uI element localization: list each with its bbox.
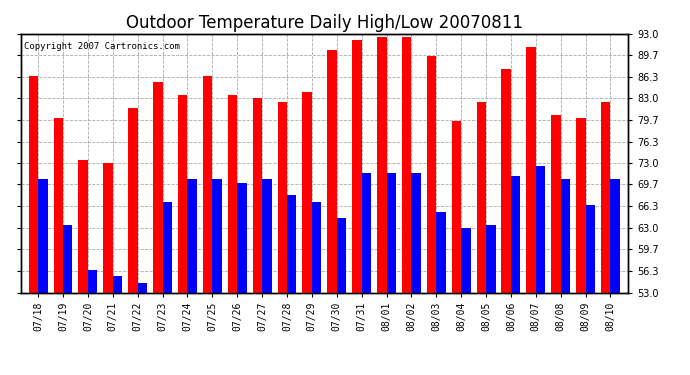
Bar [163, 202, 172, 292]
Bar [188, 179, 197, 292]
Bar [427, 56, 436, 292]
Bar [511, 176, 520, 292]
Bar [277, 102, 287, 292]
Bar [29, 76, 38, 292]
Bar [287, 195, 297, 292]
Bar [411, 173, 421, 292]
Bar [436, 211, 446, 292]
Bar [302, 92, 312, 292]
Bar [38, 179, 48, 292]
Bar [377, 37, 386, 292]
Bar [228, 95, 237, 292]
Bar [178, 95, 188, 292]
Bar [486, 225, 495, 292]
Bar [402, 37, 411, 292]
Bar [312, 202, 322, 292]
Bar [262, 179, 272, 292]
Bar [526, 47, 536, 292]
Bar [576, 118, 586, 292]
Bar [601, 102, 611, 292]
Bar [337, 218, 346, 292]
Bar [536, 166, 545, 292]
Bar [551, 115, 561, 292]
Text: Copyright 2007 Cartronics.com: Copyright 2007 Cartronics.com [23, 42, 179, 51]
Bar [237, 183, 246, 292]
Bar [586, 205, 595, 292]
Bar [362, 173, 371, 292]
Bar [128, 108, 138, 292]
Bar [104, 163, 112, 292]
Bar [611, 179, 620, 292]
Title: Outdoor Temperature Daily High/Low 20070811: Outdoor Temperature Daily High/Low 20070… [126, 14, 523, 32]
Bar [327, 50, 337, 292]
Bar [88, 270, 97, 292]
Bar [477, 102, 486, 292]
Bar [203, 76, 213, 292]
Bar [138, 283, 147, 292]
Bar [461, 228, 471, 292]
Bar [452, 121, 461, 292]
Bar [561, 179, 570, 292]
Bar [112, 276, 122, 292]
Bar [79, 160, 88, 292]
Bar [63, 225, 72, 292]
Bar [386, 173, 396, 292]
Bar [153, 82, 163, 292]
Bar [253, 99, 262, 292]
Bar [213, 179, 221, 292]
Bar [54, 118, 63, 292]
Bar [502, 69, 511, 292]
Bar [352, 40, 362, 292]
